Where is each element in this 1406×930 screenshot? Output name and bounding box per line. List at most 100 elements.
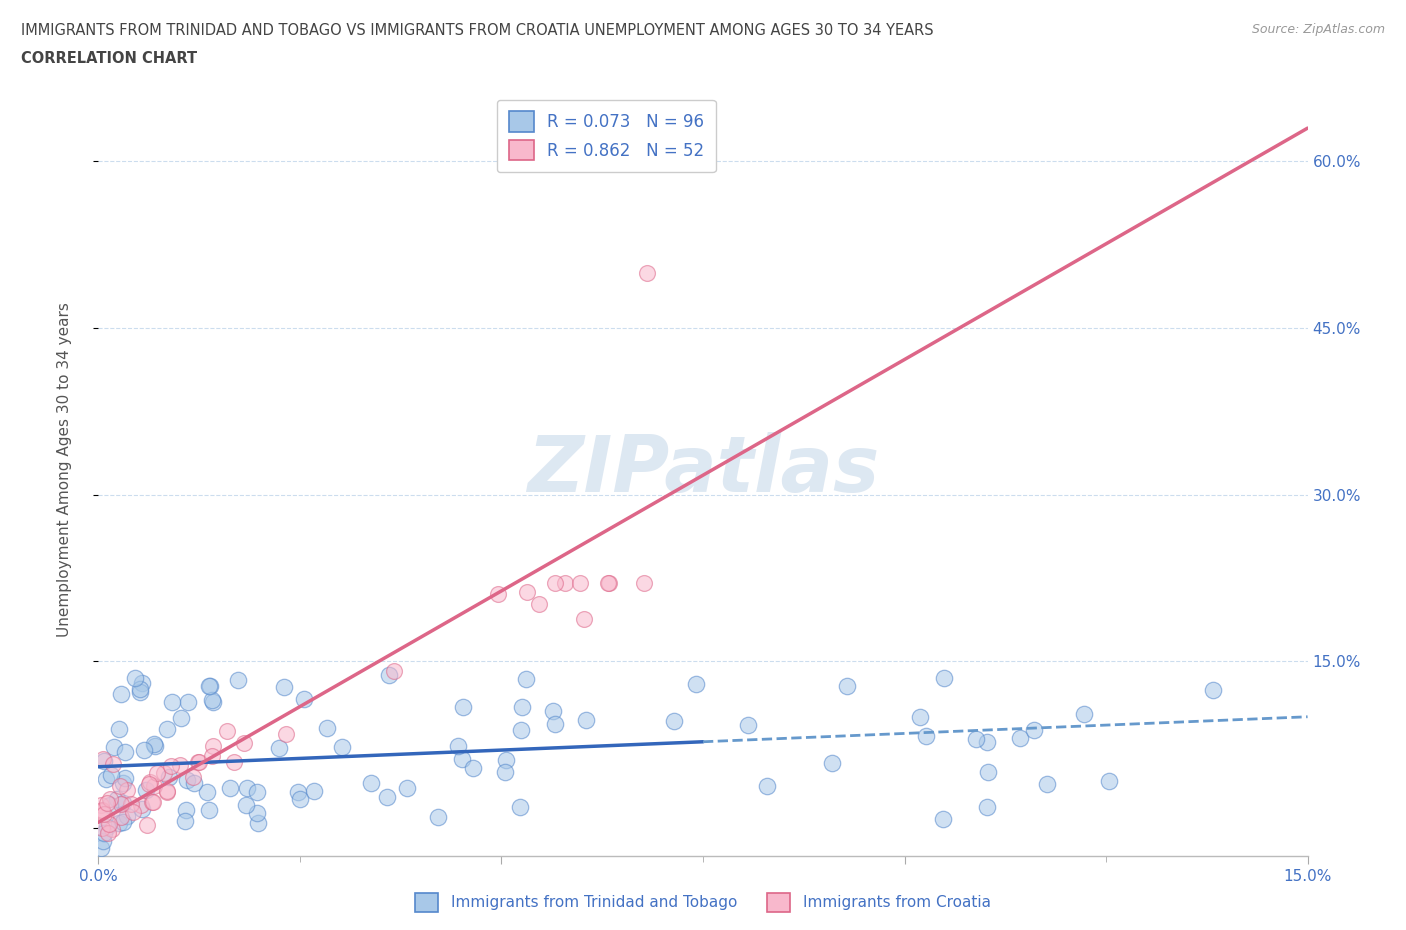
Point	[267, 741, 290, 756]
Point	[139, 775, 162, 790]
Point	[236, 780, 259, 795]
Point	[218, 780, 240, 795]
Point	[143, 738, 166, 753]
Point	[330, 739, 353, 754]
Point	[486, 587, 509, 602]
Point	[124, 671, 146, 685]
Point	[377, 668, 399, 683]
Point	[197, 678, 219, 693]
Point	[96, 796, 118, 811]
Point	[142, 778, 165, 793]
Point	[111, 795, 134, 810]
Point	[292, 692, 315, 707]
Point	[169, 758, 191, 773]
Point	[1073, 706, 1095, 721]
Point	[187, 755, 209, 770]
Point	[246, 805, 269, 820]
Point	[598, 576, 620, 591]
Point	[273, 680, 295, 695]
Point	[360, 776, 382, 790]
Point	[138, 777, 160, 791]
Point	[447, 738, 470, 753]
Point	[91, 820, 114, 835]
Point	[453, 699, 475, 714]
Point	[91, 833, 114, 848]
Point	[160, 695, 183, 710]
Point	[97, 826, 120, 841]
Point	[276, 726, 298, 741]
Point	[108, 722, 131, 737]
Point	[183, 776, 205, 790]
Point	[426, 810, 449, 825]
Point	[569, 576, 592, 591]
Point	[1202, 683, 1225, 698]
Point	[174, 803, 197, 817]
Point	[235, 798, 257, 813]
Point	[170, 711, 193, 725]
Point	[932, 812, 955, 827]
Point	[575, 712, 598, 727]
Point	[114, 744, 136, 759]
Point	[90, 841, 112, 856]
Point	[132, 743, 155, 758]
Point	[129, 797, 152, 812]
Point	[290, 791, 312, 806]
Y-axis label: Unemployment Among Ages 30 to 34 years: Unemployment Among Ages 30 to 34 years	[58, 302, 72, 637]
Point	[90, 804, 112, 818]
Point	[509, 723, 531, 737]
Legend: Immigrants from Trinidad and Tobago, Immigrants from Croatia: Immigrants from Trinidad and Tobago, Imm…	[409, 887, 997, 918]
Point	[1036, 777, 1059, 791]
Point	[217, 724, 239, 738]
Text: ZIPatlas: ZIPatlas	[527, 432, 879, 508]
Point	[598, 576, 620, 591]
Point	[110, 809, 132, 824]
Point	[100, 768, 122, 783]
Point	[198, 679, 221, 694]
Point	[122, 804, 145, 819]
Point	[93, 754, 115, 769]
Point	[737, 718, 759, 733]
Point	[200, 693, 222, 708]
Point	[304, 783, 326, 798]
Point	[1022, 722, 1045, 737]
Point	[382, 663, 405, 678]
Point	[94, 772, 117, 787]
Point	[136, 817, 159, 832]
Point	[157, 770, 180, 785]
Text: IMMIGRANTS FROM TRINIDAD AND TOBAGO VS IMMIGRANTS FROM CROATIA UNEMPLOYMENT AMON: IMMIGRANTS FROM TRINIDAD AND TOBAGO VS I…	[21, 23, 934, 38]
Point	[685, 677, 707, 692]
Point	[129, 682, 152, 697]
Point	[516, 584, 538, 599]
Point	[198, 803, 221, 817]
Point	[908, 710, 931, 724]
Point	[463, 761, 485, 776]
Point	[160, 758, 183, 773]
Point	[976, 735, 998, 750]
Point	[96, 819, 118, 834]
Point	[837, 679, 859, 694]
Point	[98, 798, 121, 813]
Point	[111, 776, 134, 790]
Legend: R = 0.073   N = 96, R = 0.862   N = 52: R = 0.073 N = 96, R = 0.862 N = 52	[496, 100, 716, 172]
Point	[110, 686, 132, 701]
Point	[146, 765, 169, 780]
Point	[98, 817, 121, 832]
Point	[451, 751, 474, 766]
Point	[91, 751, 114, 766]
Point	[176, 773, 198, 788]
Point	[135, 782, 157, 797]
Point	[142, 737, 165, 751]
Point	[976, 800, 998, 815]
Point	[90, 797, 112, 812]
Point	[395, 781, 418, 796]
Point	[114, 771, 136, 786]
Point	[115, 783, 138, 798]
Point	[101, 756, 124, 771]
Point	[510, 700, 533, 715]
Point	[110, 796, 132, 811]
Point	[544, 717, 567, 732]
Point	[544, 576, 567, 591]
Point	[932, 671, 955, 685]
Point	[509, 800, 531, 815]
Point	[527, 596, 550, 611]
